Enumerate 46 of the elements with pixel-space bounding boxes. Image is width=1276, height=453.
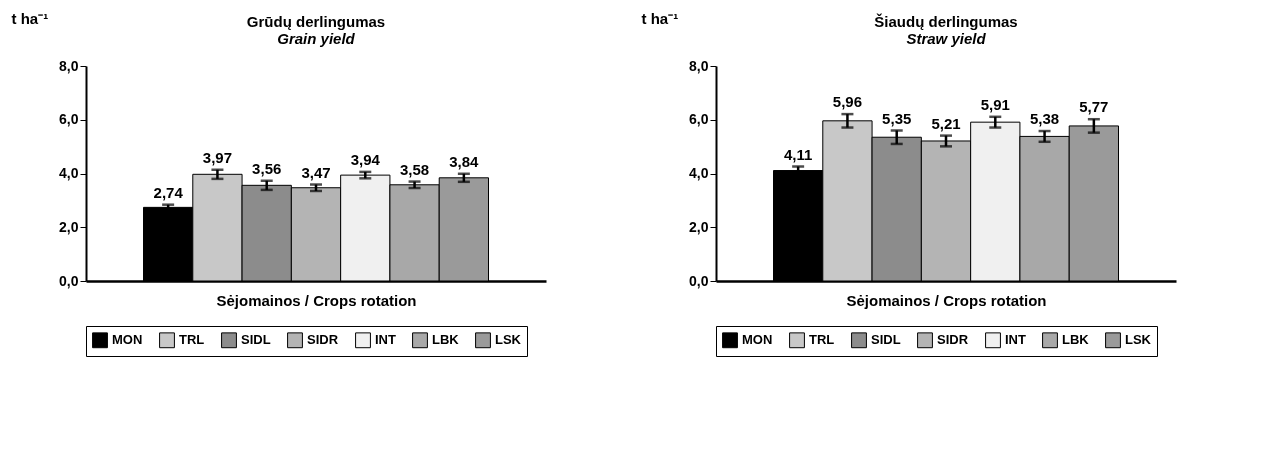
data-label: 5,96 [832, 93, 863, 111]
legend-label: LBK [432, 332, 460, 348]
data-label: 5,21 [931, 114, 961, 132]
data-label: 3,84 [449, 152, 480, 170]
data-label: 3,58 [399, 160, 430, 178]
data-label: 4,11 [783, 145, 813, 163]
legend-label: MON [742, 332, 773, 348]
y-tick-label: 6,0 [689, 111, 709, 128]
data-label: 5,91 [980, 95, 1010, 113]
legend-label: TRL [809, 332, 835, 348]
y-tick-label: 8,0 [59, 57, 79, 74]
data-label: 5,77 [1079, 98, 1109, 116]
legend-label: LSK [495, 332, 522, 348]
legend-label: MON [112, 332, 143, 348]
y-axis-title: t ha⁻¹ [641, 9, 679, 27]
data-label: 3,47 [301, 163, 331, 181]
x-axis-title: Sėjomainos / Crops rotation [216, 291, 417, 309]
chart-subtitle: Grain yield [277, 30, 356, 47]
chart-subtitle: Straw yield [906, 30, 987, 47]
y-tick-label: 4,0 [689, 165, 709, 181]
data-label: 2,74 [153, 183, 184, 201]
y-tick-label: 0,0 [689, 272, 709, 289]
data-label: 3,94 [350, 150, 381, 168]
y-tick-label: 8,0 [689, 57, 709, 74]
legend-label: SIDL [871, 332, 901, 348]
legend-label: INT [375, 332, 396, 348]
legend-label: LSK [1125, 332, 1152, 348]
y-tick-label: 0,0 [59, 272, 79, 289]
data-label: 5,38 [1029, 110, 1060, 128]
y-tick-label: 2,0 [689, 218, 709, 235]
legend-label: INT [1005, 332, 1026, 348]
legend-label: LBK [1062, 332, 1090, 348]
data-label: 3,97 [202, 148, 233, 166]
y-tick-label: 2,0 [59, 218, 79, 235]
legend-label: SIDL [241, 332, 271, 348]
y-axis-title: t ha⁻¹ [11, 9, 49, 27]
y-tick-label: 4,0 [59, 165, 79, 181]
chart-title: Šiaudų derlingumas [874, 13, 1018, 30]
data-label: 5,35 [882, 109, 912, 127]
legend-label: SIDR [307, 332, 339, 348]
y-tick-label: 6,0 [59, 111, 79, 128]
x-axis-title: Sėjomainos / Crops rotation [846, 291, 1047, 309]
data-label: 3,56 [252, 159, 282, 177]
legend-label: SIDR [937, 332, 969, 348]
legend-label: TRL [179, 332, 205, 348]
chart-title: Grūdų derlingumas [246, 13, 386, 30]
